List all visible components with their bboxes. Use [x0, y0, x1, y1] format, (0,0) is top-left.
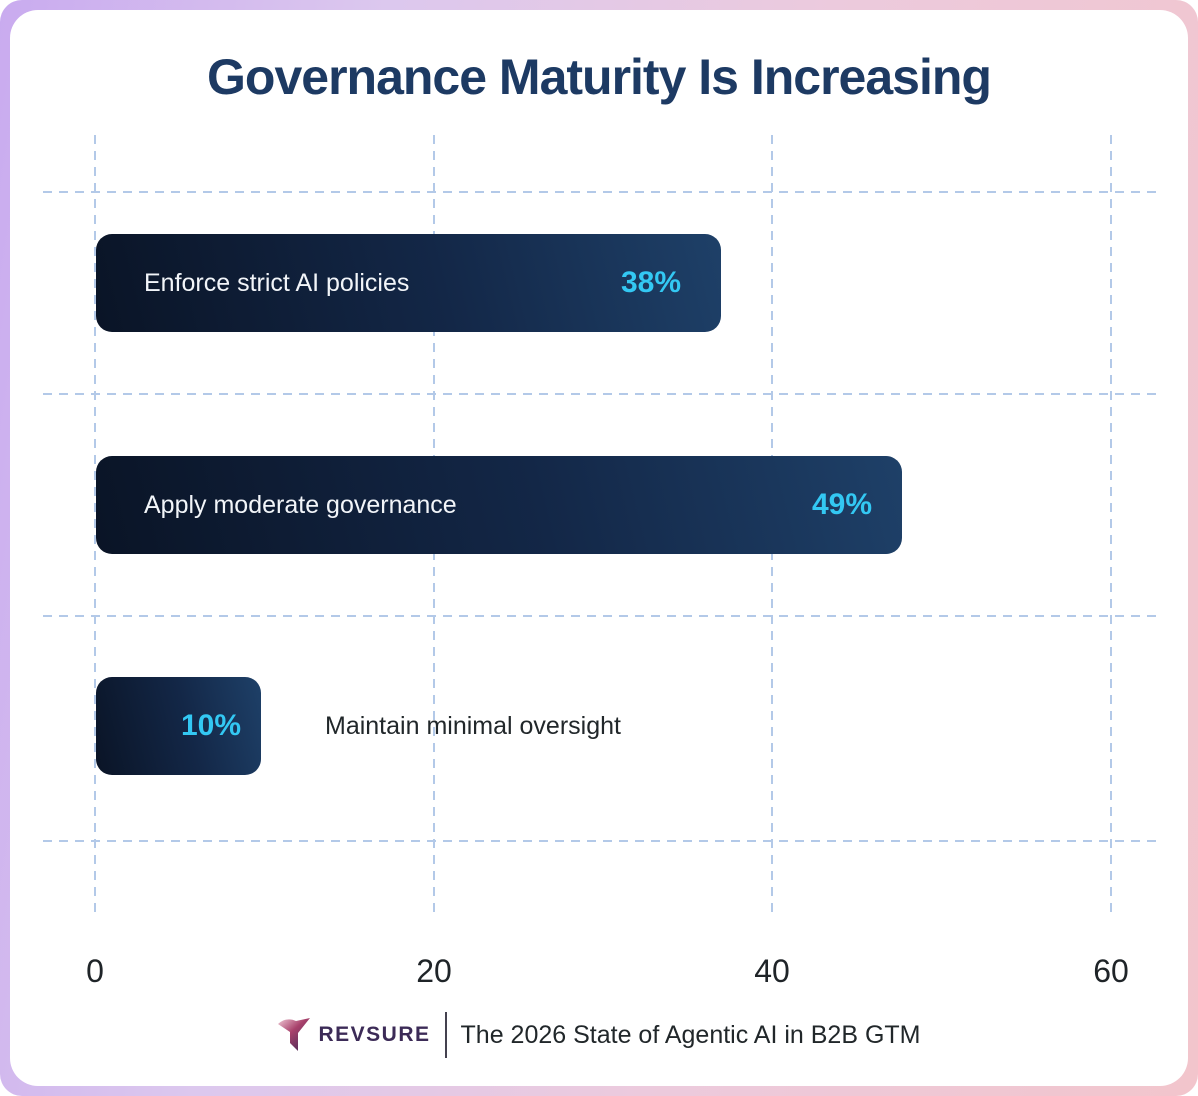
chart-title: Governance Maturity Is Increasing [207, 49, 992, 105]
x-axis-tick-label: 40 [754, 953, 790, 989]
bar-category-label: Apply moderate governance [144, 490, 457, 519]
horizontal-gridline [43, 615, 1160, 617]
footer: REVSURE The 2026 State of Agentic AI in … [10, 1012, 1188, 1058]
bar-value-label: 49% [811, 488, 872, 521]
footer-divider [444, 1012, 447, 1058]
revsure-funnel-icon [278, 1018, 311, 1051]
vertical-gridline [94, 135, 96, 915]
horizontal-gridline [43, 191, 1160, 193]
revsure-logo: REVSURE [277, 1017, 430, 1053]
vertical-gridline [1110, 135, 1112, 915]
bar-category-label: Maintain minimal oversight [325, 711, 621, 740]
bar-chart: Enforce strict AI policies 38% Apply moder… [10, 10, 1188, 1086]
x-axis-tick-label: 20 [416, 953, 452, 989]
x-axis-tick-label: 0 [86, 953, 104, 989]
footer-caption: The 2026 State of Agentic AI in B2B GTM [460, 1020, 921, 1049]
x-axis-tick-label: 60 [1093, 953, 1129, 989]
horizontal-gridline [43, 393, 1160, 395]
revsure-wordmark: REVSURE [318, 1023, 431, 1046]
chart-card: Governance Maturity Is Increasing Enforc… [10, 10, 1188, 1086]
bar-value-label: 10% [180, 709, 241, 742]
bar-category-label: Enforce strict AI policies [144, 268, 410, 297]
bar: 10% [96, 677, 261, 775]
bar-value-label: 38% [620, 266, 681, 299]
bar: Apply moderate governance 49% [96, 456, 902, 554]
horizontal-gridline [43, 840, 1160, 842]
bar: Enforce strict AI policies 38% [96, 234, 721, 332]
